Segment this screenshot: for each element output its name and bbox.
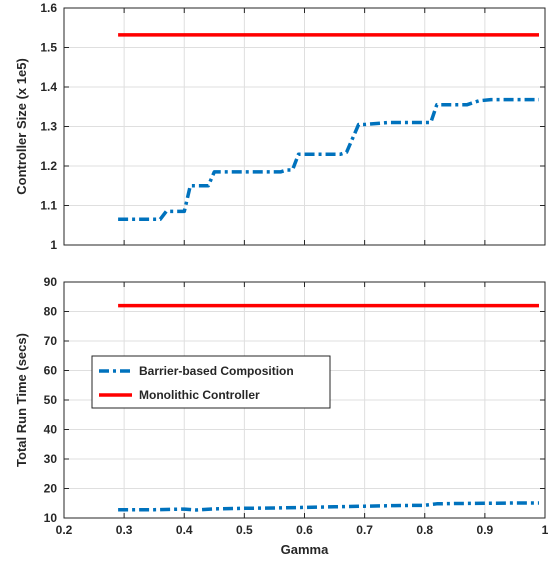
y-tick-label: 20 bbox=[44, 482, 58, 496]
y-axis-title: Controller Size (x 1e5) bbox=[14, 58, 29, 195]
x-tick-label: 0.5 bbox=[236, 523, 253, 537]
axes-frame bbox=[63, 281, 546, 519]
y-tick-label: 80 bbox=[44, 305, 58, 319]
x-axis-title: Gamma bbox=[281, 542, 329, 557]
y-tick-label: 1 bbox=[50, 238, 57, 252]
x-tick-label: 0.7 bbox=[356, 523, 373, 537]
x-tick-label: 0.4 bbox=[176, 523, 193, 537]
y-tick-label: 60 bbox=[44, 364, 58, 378]
legend-box bbox=[91, 355, 331, 409]
y-tick-label: 90 bbox=[44, 275, 58, 289]
y-tick-label: 50 bbox=[44, 393, 58, 407]
y-tick-label: 1.3 bbox=[40, 120, 57, 134]
y-tick-label: 30 bbox=[44, 452, 58, 466]
legend-label: Barrier-based Composition bbox=[139, 364, 294, 378]
y-tick-label: 1.2 bbox=[40, 159, 57, 173]
series-line-barrier-based-composition bbox=[118, 97, 539, 222]
y-tick-label: 1.5 bbox=[40, 41, 57, 55]
x-tick-label: 1 bbox=[542, 523, 549, 537]
series-line-barrier-based-composition bbox=[118, 501, 539, 512]
x-tick-label: 0.6 bbox=[296, 523, 313, 537]
x-tick-label: 0.2 bbox=[56, 523, 73, 537]
y-tick-label: 1.1 bbox=[40, 199, 57, 213]
x-tick-label: 0.3 bbox=[116, 523, 133, 537]
x-tick-label: 0.8 bbox=[416, 523, 433, 537]
y-tick-label: 40 bbox=[44, 423, 58, 437]
y-tick-label: 1.6 bbox=[40, 1, 57, 15]
y-tick-label: 1.4 bbox=[40, 80, 57, 94]
y-tick-label: 70 bbox=[44, 334, 58, 348]
y-axis-title: Total Run Time (secs) bbox=[14, 333, 29, 467]
x-tick-label: 0.9 bbox=[477, 523, 494, 537]
legend-label: Monolithic Controller bbox=[139, 388, 260, 402]
axes-frame bbox=[63, 7, 546, 246]
y-tick-label: 10 bbox=[44, 511, 58, 525]
